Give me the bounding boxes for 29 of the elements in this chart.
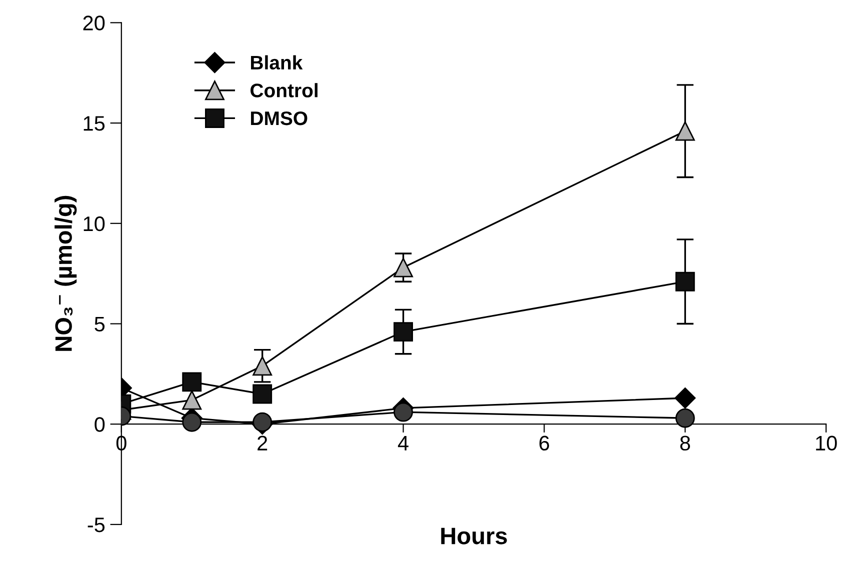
point <box>252 412 272 432</box>
legend-label: DMSO <box>251 111 308 126</box>
x-tick-label: 2 <box>258 436 268 450</box>
y-tick-label: 10 <box>84 216 105 232</box>
point <box>252 356 272 376</box>
point <box>675 408 695 428</box>
x-tick-label: 10 <box>816 436 837 451</box>
x-tick-label: 8 <box>680 436 690 451</box>
point <box>674 388 696 409</box>
point <box>675 121 695 141</box>
x-axis-title: Hours <box>441 528 507 544</box>
y-tick-label: 0 <box>94 417 105 432</box>
x-tick-label: 6 <box>539 436 550 451</box>
point <box>182 372 202 392</box>
point <box>394 322 413 342</box>
point <box>394 258 413 278</box>
legend-label: Control <box>250 83 318 98</box>
point <box>182 412 202 432</box>
legend-label: Blank <box>251 55 303 70</box>
x-tick-label: 4 <box>398 436 408 450</box>
point <box>394 402 413 422</box>
point <box>182 390 202 410</box>
y-tick-label: 20 <box>83 16 105 30</box>
y-tick-label: 5 <box>94 316 105 332</box>
y-tick-label: 15 <box>84 116 105 131</box>
point <box>675 272 695 292</box>
point <box>252 384 272 404</box>
y-axis-title: NO₃⁻ (µmol/g) <box>54 196 77 351</box>
y-tick-label: -5 <box>88 518 105 532</box>
